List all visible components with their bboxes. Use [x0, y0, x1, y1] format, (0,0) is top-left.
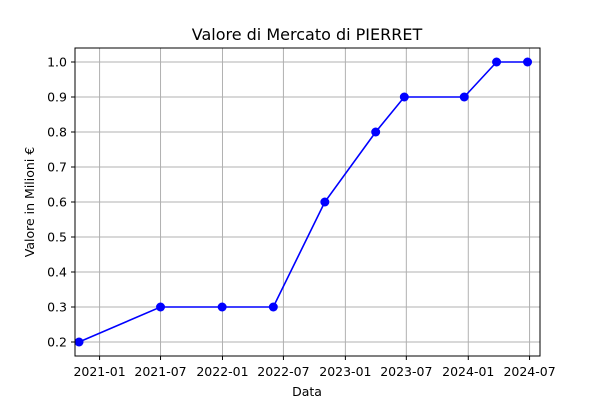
data-point — [320, 197, 330, 207]
x-tick-label: 2023-01 — [319, 364, 371, 379]
y-tick-label: 0.5 — [47, 230, 67, 245]
data-point — [74, 337, 84, 347]
x-tick-label: 2023-07 — [380, 364, 432, 379]
x-tick-label: 2022-07 — [257, 364, 309, 379]
y-tick-label: 0.6 — [47, 195, 67, 210]
data-point — [459, 92, 469, 102]
data-point — [399, 92, 409, 102]
y-axis-label: Valore in Milioni € — [22, 147, 37, 257]
data-point — [523, 57, 533, 67]
series-line — [78, 61, 528, 343]
y-tick-label: 1.0 — [47, 55, 67, 70]
y-tick-label: 0.3 — [47, 300, 67, 315]
data-point — [156, 302, 166, 312]
chart-title: Valore di Mercato di PIERRET — [192, 25, 423, 44]
x-tick-label: 2024-01 — [442, 364, 494, 379]
y-tick-label: 0.9 — [47, 90, 67, 105]
x-tick-label: 2024-07 — [503, 364, 555, 379]
x-axis-label: Data — [292, 384, 322, 399]
y-tick-label: 0.8 — [47, 125, 67, 140]
plot-frame — [74, 47, 541, 357]
data-point — [268, 302, 278, 312]
x-tick-label: 2021-01 — [73, 364, 125, 379]
data-point — [371, 127, 381, 137]
y-tick-label: 0.2 — [47, 335, 67, 350]
y-axis-ticks: 0.2 0.3 0.4 0.5 0.6 0.7 0.8 0.9 1.0 — [47, 55, 75, 350]
x-tick-label: 2021-07 — [134, 364, 186, 379]
x-axis-ticks: 2021-01 2021-07 2022-01 2022-07 2023-01 2023-… — [73, 356, 556, 379]
x-tick-label: 2022-01 — [196, 364, 248, 379]
data-point — [492, 57, 502, 67]
y-tick-label: 0.7 — [47, 160, 67, 175]
data-point — [217, 302, 227, 312]
grid — [75, 48, 540, 356]
series-group — [74, 57, 533, 347]
y-tick-label: 0.4 — [47, 265, 67, 280]
